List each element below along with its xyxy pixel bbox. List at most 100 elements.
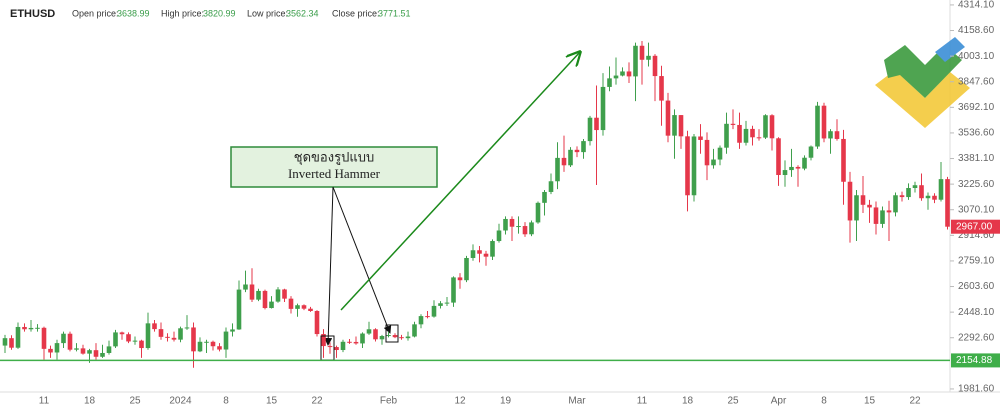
candle-body xyxy=(210,341,216,347)
candle-body xyxy=(444,302,450,304)
candle-body xyxy=(743,128,749,143)
y-tick-label: 4158.60 xyxy=(958,25,995,36)
candle-body xyxy=(418,316,424,325)
candle-body xyxy=(750,128,755,138)
y-tick-label: 1981.60 xyxy=(958,384,995,395)
candle-body xyxy=(308,308,313,311)
candle-body xyxy=(41,327,47,349)
candle-body xyxy=(945,179,950,227)
candle-body xyxy=(678,115,684,137)
candle-body xyxy=(899,195,905,198)
annotation-text: Inverted Hammer xyxy=(288,166,381,181)
candle-body xyxy=(880,210,885,224)
candle-body xyxy=(113,332,118,347)
pattern-box xyxy=(385,324,399,343)
candle-body xyxy=(184,327,190,329)
candle-body xyxy=(490,241,495,257)
candle-body xyxy=(587,117,593,142)
candle-body xyxy=(893,195,898,213)
candle-body xyxy=(841,138,846,182)
candle-body xyxy=(828,131,833,139)
candle-body xyxy=(288,298,294,309)
candle-body xyxy=(301,305,307,309)
candle-body xyxy=(275,289,281,302)
candle-body xyxy=(366,329,372,334)
candle-body xyxy=(646,55,651,60)
candle-body xyxy=(542,191,547,203)
candle-body xyxy=(854,195,859,221)
candle-body xyxy=(802,157,807,169)
x-tick-label: 25 xyxy=(727,396,739,407)
candle-body xyxy=(561,157,567,166)
candle-body xyxy=(217,346,222,350)
candle-body xyxy=(457,277,463,281)
candle-body xyxy=(249,284,255,300)
candle-body xyxy=(106,346,112,353)
candle-body xyxy=(204,341,209,343)
y-tick-label: 3381.10 xyxy=(958,153,995,164)
candle-body xyxy=(574,149,580,153)
info-label: Close price: xyxy=(332,8,380,18)
candle-body xyxy=(100,352,105,357)
info-value: 3771.51 xyxy=(378,8,411,18)
candle-body xyxy=(321,334,326,347)
candle-body xyxy=(22,326,27,330)
x-tick-label: 11 xyxy=(637,396,648,407)
candle-body xyxy=(405,336,411,339)
last-price-label: 2967.00 xyxy=(956,221,993,232)
candle-body xyxy=(438,303,443,306)
candle-body xyxy=(529,222,534,235)
candle-body xyxy=(613,75,619,79)
candle-body xyxy=(808,146,814,158)
candle-body xyxy=(626,71,632,77)
price-label: 2154.88 xyxy=(956,355,993,366)
candle-body xyxy=(191,327,196,352)
candle-body xyxy=(555,157,560,182)
x-tick-label: 18 xyxy=(84,396,96,407)
y-tick-label: 3070.10 xyxy=(958,204,995,215)
candle-body xyxy=(711,159,716,166)
candle-body xyxy=(80,348,86,354)
candle-body xyxy=(470,250,476,258)
candle-body xyxy=(9,338,14,348)
candle-body xyxy=(425,316,430,318)
candle-body xyxy=(639,45,645,60)
candle-body xyxy=(54,343,60,353)
x-tick-label: Apr xyxy=(771,396,787,407)
y-tick-label: 2914.60 xyxy=(958,230,995,241)
chart-title: ETHUSD xyxy=(10,8,55,20)
candle-body xyxy=(522,226,528,235)
candle-body xyxy=(347,341,352,343)
candle-body xyxy=(756,137,762,139)
candle-body xyxy=(873,207,879,224)
price-label-box xyxy=(951,353,1000,368)
candle-body xyxy=(821,105,827,139)
candle-body xyxy=(412,324,417,337)
candle-body xyxy=(620,71,625,76)
x-tick-label: 18 xyxy=(682,396,694,407)
logo-blue xyxy=(935,37,965,62)
candle-body xyxy=(789,166,794,171)
candle-body xyxy=(2,338,8,346)
x-tick-label: 8 xyxy=(821,396,827,407)
candle-body xyxy=(152,323,157,330)
candle-body xyxy=(35,327,40,329)
info-value: 3638.99 xyxy=(117,8,150,18)
candle-body xyxy=(568,149,573,166)
candle-body xyxy=(93,350,99,357)
candle-body xyxy=(126,334,131,342)
x-tick-label: 22 xyxy=(909,396,921,407)
candle-body xyxy=(776,138,781,176)
candle-body xyxy=(665,100,671,136)
x-tick-label: 8 xyxy=(223,396,229,407)
x-tick-label: 15 xyxy=(864,396,876,407)
y-tick-label: 3847.60 xyxy=(958,76,995,87)
candle-body xyxy=(243,284,248,290)
x-tick-label: 22 xyxy=(311,396,323,407)
candle-body xyxy=(295,305,300,309)
candle-body xyxy=(847,181,853,221)
candle-body xyxy=(87,350,92,354)
x-tick-label: 11 xyxy=(39,396,50,407)
candle-body xyxy=(581,141,586,153)
